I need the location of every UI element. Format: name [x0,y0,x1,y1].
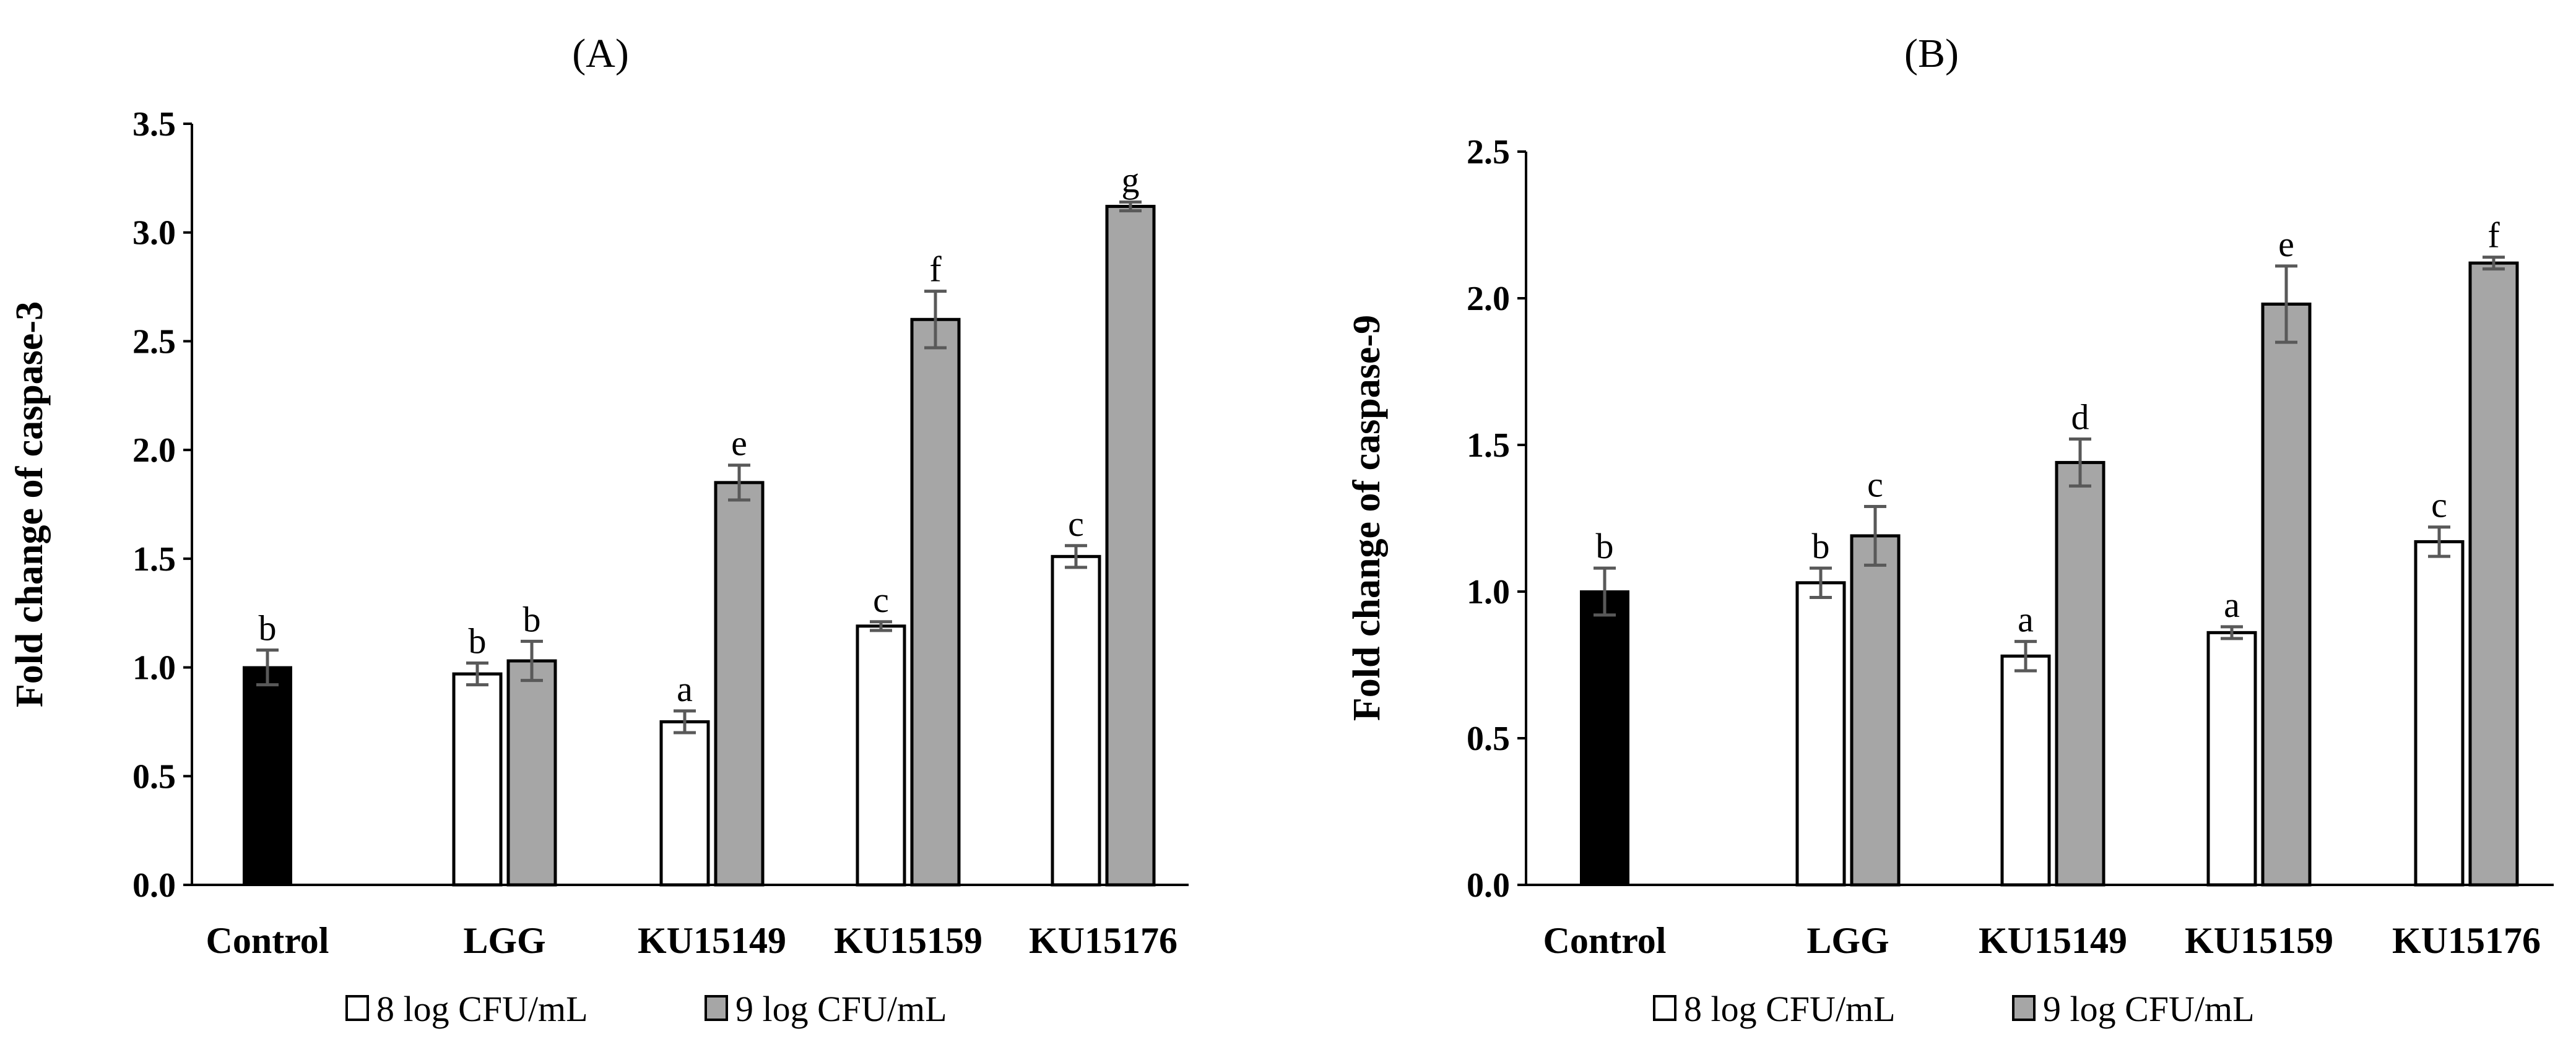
legend-swatch-8log [1653,995,1676,1021]
x-tick-label-ku15149: KU15149 [1979,920,2127,961]
significance-letter: b [259,608,277,648]
legend-label-9log: 9 log CFU/mL [2043,989,2255,1029]
legend-label-8log: 8 log CFU/mL [1684,989,1896,1029]
y-tick-label: 3.0 [132,214,176,252]
significance-letter: d [2071,397,2089,437]
panel-title-a: (A) [572,31,629,76]
bar-ku15176-9log [1105,205,1156,887]
y-tick-label: 2.5 [1467,133,1510,171]
bar-control [1580,590,1629,886]
legend-label-9log: 9 log CFU/mL [735,989,947,1029]
bar-ku15176-9log [2468,261,2519,887]
bar-ku15149-9log [2055,460,2105,887]
significance-letter: f [929,249,942,290]
panel-a-caspase-3-chart: (A) Fold change of caspase-3 0.0 0.5 1.0 1.5 2… [9,31,1189,1029]
y-tick-label: 2.0 [132,431,176,470]
y-tick-label: 1.0 [1467,573,1510,611]
y-tick-label: 1.0 [132,649,176,687]
significance-letter: c [1867,465,1883,505]
y-axis-label-a: Fold change of caspase-3 [9,301,51,707]
legend-swatch-9log [705,995,728,1021]
x-tick-label-lgg: LGG [463,920,545,961]
y-tick-label: 1.5 [132,540,176,579]
bar-ku15176-8log [1051,554,1101,887]
significance-letter: f [2487,215,2500,256]
x-tick-label-control: Control [1543,920,1667,961]
bar-lgg-9log [1850,534,1901,887]
bar-lgg-9log [506,659,557,887]
bar-ku15159-9log [910,317,961,887]
significance-letter: b [469,621,487,661]
y-tick-label: 2.5 [132,322,176,361]
significance-letter: e [2278,224,2294,264]
significance-letter: b [523,599,541,639]
significance-letter: c [873,580,889,620]
y-tick-label: 0.0 [132,866,176,905]
significance-letter: a [2224,585,2240,625]
bar-ku15159-8log [856,624,906,887]
bar-control [243,666,292,886]
y-tick-label: 2.0 [1467,280,1510,318]
bar-ku15149-9log [714,481,765,887]
panel-title-b: (B) [1904,31,1959,76]
y-axis-label-b: Fold change of caspase-9 [1346,315,1388,721]
significance-letter: b [1812,526,1830,566]
x-tick-label-control: Control [206,920,329,961]
significance-letter: a [2018,600,2034,640]
bar-ku15149-8log [2000,654,2051,887]
x-tick-label-ku15149: KU15149 [638,920,786,961]
y-tick-label: 0.0 [1467,866,1510,905]
bar-lgg-8log [1795,581,1846,887]
x-tick-label-lgg: LGG [1806,920,1889,961]
significance-letter: c [2431,485,2447,525]
bar-ku15176-8log [2414,540,2465,887]
legend-label-8log: 8 log CFU/mL [376,989,588,1029]
bar-ku15159-9log [2261,302,2312,887]
significance-letter: c [1068,504,1084,544]
x-tick-label-ku15176: KU15176 [2392,920,2541,961]
bar-ku15149-8log [659,720,710,887]
x-tick-label-ku15176: KU15176 [1029,920,1177,961]
bar-ku15159-8log [2206,631,2257,887]
legend-swatch-9log [2012,995,2036,1021]
x-tick-label-ku15159: KU15159 [2185,920,2333,961]
y-tick-label: 3.5 [132,105,176,144]
significance-letter: e [731,423,747,463]
panel-b-caspase-9-chart: (B) Fold change of caspase-9 0.0 0.5 1.0 1.5 2… [1346,31,2554,1029]
significance-letter: a [677,669,693,709]
y-tick-label: 0.5 [132,757,176,796]
y-tick-label: 0.5 [1467,720,1510,758]
significance-letter: g [1122,160,1140,200]
legend-swatch-8log [345,995,369,1021]
x-tick-label-ku15159: KU15159 [834,920,982,961]
y-tick-label: 1.5 [1467,426,1510,465]
bar-lgg-8log [452,672,503,887]
significance-letter: b [1596,526,1614,566]
